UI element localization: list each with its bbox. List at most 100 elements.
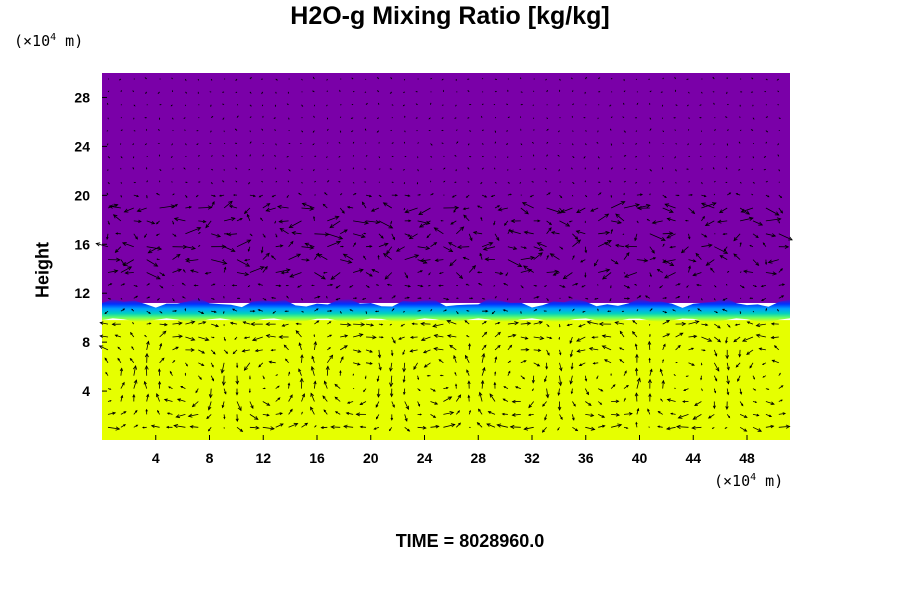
wind-vector [222, 103, 225, 106]
wind-vector [696, 283, 702, 287]
wind-vector [132, 321, 135, 325]
wind-vector [493, 285, 496, 287]
wind-vector [701, 194, 707, 198]
wind-vector [675, 332, 684, 338]
wind-vector [439, 374, 444, 377]
wind-vector [507, 259, 523, 268]
wind-vector [211, 244, 227, 249]
wind-vector [585, 297, 589, 300]
wind-vector [371, 269, 380, 273]
wind-vector [232, 349, 238, 355]
wind-vector [686, 78, 689, 80]
wind-vector [133, 285, 138, 287]
wind-vector [610, 195, 613, 199]
wind-vector [623, 102, 625, 105]
wind-vector [494, 331, 501, 338]
wind-vector [107, 400, 112, 402]
wind-vector [146, 259, 159, 267]
wind-vector [649, 257, 657, 260]
wind-vector [107, 283, 113, 286]
wind-vector [505, 103, 509, 106]
wind-vector [144, 334, 147, 338]
wind-vector [533, 348, 542, 352]
wind-vector [750, 91, 754, 93]
wind-vector [275, 181, 278, 183]
wind-vector [159, 330, 167, 338]
wind-vector [778, 399, 783, 402]
wind-vector [430, 388, 436, 392]
wind-vector [222, 180, 225, 183]
wind-vector [146, 322, 152, 325]
wind-vector [576, 349, 586, 353]
wind-vector [312, 90, 315, 93]
wind-vector [765, 180, 768, 183]
wind-vector [133, 104, 136, 107]
wind-vector [558, 375, 563, 387]
wind-vector [364, 375, 367, 380]
wind-vector [339, 89, 341, 93]
wind-vector [298, 192, 302, 196]
wind-vector [519, 298, 522, 300]
wind-vector [610, 228, 613, 234]
wind-vector [649, 308, 653, 312]
wind-vector [466, 335, 470, 338]
wind-vector [210, 181, 213, 185]
wind-vector [389, 375, 394, 388]
wind-vector [327, 347, 331, 351]
wind-vector [634, 233, 638, 242]
y-tick-label: 8 [82, 334, 90, 350]
wind-vector [258, 194, 263, 198]
wind-vector [398, 336, 405, 340]
wind-vector [733, 336, 741, 343]
wind-vector [197, 298, 200, 301]
wind-vector [481, 167, 484, 170]
wind-vector [430, 242, 438, 248]
wind-vector [659, 285, 663, 289]
wind-vector [242, 321, 251, 325]
wind-vector [171, 143, 173, 146]
wind-vector [578, 323, 586, 328]
wind-vector [274, 155, 276, 157]
wind-vector [609, 104, 612, 107]
wind-vector [326, 128, 329, 131]
wind-vector [375, 284, 379, 286]
wind-vector [395, 246, 405, 252]
wind-vector [467, 167, 470, 170]
wind-vector [507, 193, 512, 196]
wind-vector [523, 426, 534, 431]
wind-vector [649, 128, 652, 131]
wind-vector [133, 295, 139, 299]
wind-vector [376, 90, 380, 93]
wind-vector [713, 375, 718, 382]
wind-vector [172, 346, 179, 351]
wind-vector [677, 414, 689, 419]
wind-vector [546, 141, 549, 144]
wind-vector [211, 283, 216, 286]
wind-vector [778, 194, 783, 199]
wind-vector [277, 204, 289, 210]
wind-vector [430, 156, 433, 158]
wind-vector [391, 142, 394, 144]
wind-vector [714, 180, 716, 183]
wind-vector [375, 414, 380, 420]
wind-vector [454, 181, 457, 183]
wind-vector [426, 233, 431, 239]
wind-vector [456, 297, 459, 299]
wind-vector [404, 272, 409, 279]
wind-vector [257, 309, 263, 312]
wind-vector [443, 180, 446, 183]
wind-vector [168, 386, 173, 389]
wind-vector [386, 283, 392, 286]
wind-vector [352, 193, 357, 196]
wind-vector [251, 336, 263, 342]
wind-vector [207, 427, 212, 432]
wind-vector [594, 297, 599, 300]
wind-vector [120, 381, 125, 389]
wind-vector [262, 401, 271, 406]
wind-vector [531, 141, 534, 144]
wind-vector [262, 375, 265, 380]
y-tick-label: 24 [74, 138, 90, 154]
wind-vector [615, 213, 625, 222]
wind-vector [752, 233, 759, 239]
wind-vector [572, 233, 579, 240]
